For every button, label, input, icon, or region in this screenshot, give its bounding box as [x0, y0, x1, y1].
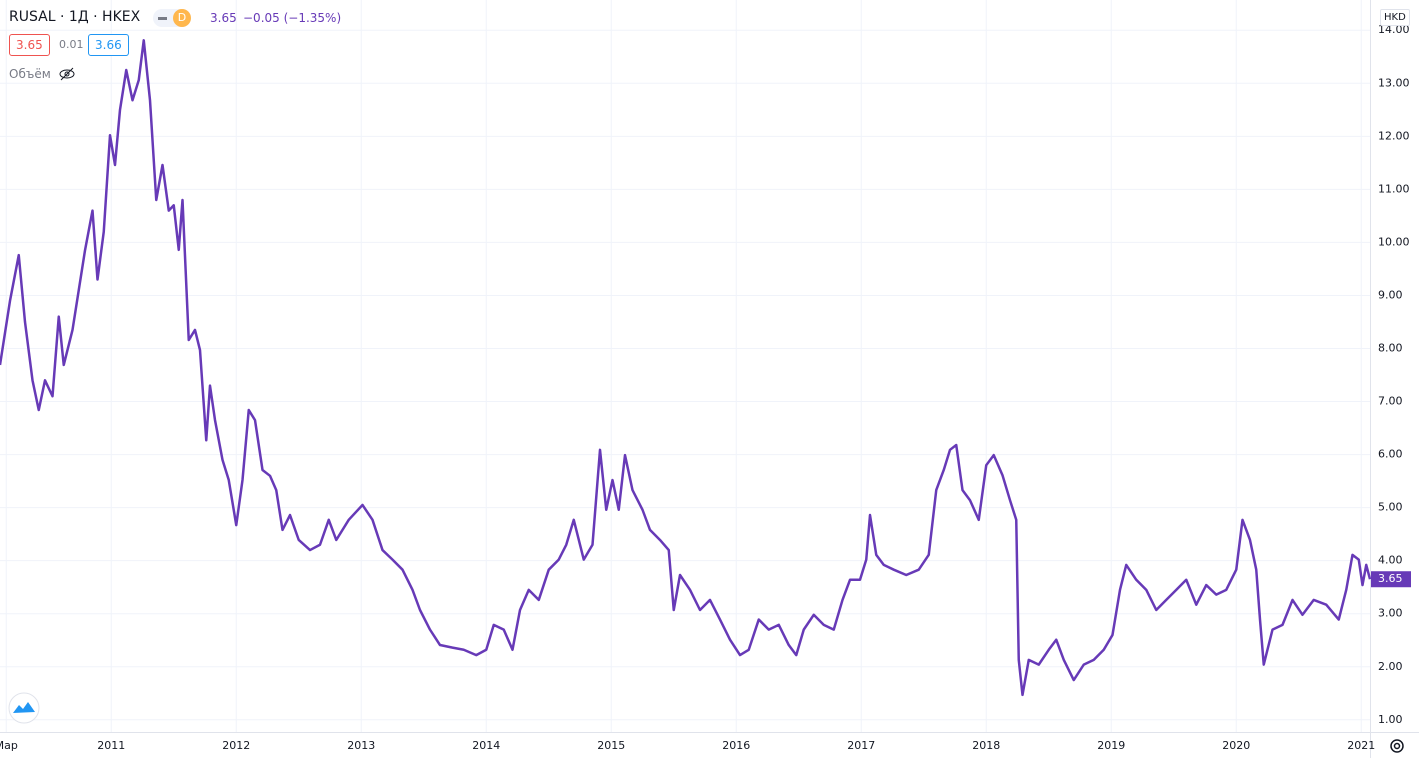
y-tick-label: 3.00: [1378, 607, 1403, 620]
x-tick-label: 2021: [1347, 739, 1375, 752]
interval: D: [173, 9, 191, 27]
symbol[interactable]: RUSAL · 1Д · HKEX: [9, 9, 141, 25]
y-tick-label: 2.00: [1378, 660, 1403, 673]
y-tick-label: 11.00: [1378, 182, 1410, 195]
x-tick-label: 2019: [1097, 739, 1125, 752]
y-tick-label: 12.00: [1378, 129, 1410, 142]
grid: [0, 0, 1370, 732]
price-tag: [1371, 571, 1411, 588]
hide-icon[interactable]: [58, 67, 76, 81]
y-tick-label: 13.00: [1378, 76, 1410, 89]
y-tick-label: 6.00: [1378, 448, 1403, 461]
logo: [8, 692, 40, 724]
x-tick-label: 2015: [597, 739, 625, 752]
volume-label: Объём: [9, 67, 51, 81]
y-tick-label: 4.00: [1378, 554, 1403, 567]
price-line: [0, 39, 1372, 697]
x-tick-label: 2017: [847, 739, 875, 752]
y-tick-label: 8.00: [1378, 341, 1403, 354]
plot: [0, 39, 1372, 697]
y-tick-label: 10.00: [1378, 235, 1410, 248]
price-change: −0.05 (−1.35%): [243, 11, 342, 25]
x-tick-label: 2020: [1222, 739, 1250, 752]
x-tick-label: 2014: [472, 739, 500, 752]
y-tick-label: 5.00: [1378, 501, 1403, 514]
y-tick-label: 9.00: [1378, 288, 1403, 301]
y-tick-label: 1.00: [1378, 713, 1403, 726]
spread: 0.01: [59, 38, 84, 51]
y-tick-label: 14.00: [1378, 23, 1410, 36]
settings-icon[interactable]: [1390, 739, 1404, 753]
x-tick-label: 2016: [722, 739, 750, 752]
y-tick-label: 7.00: [1378, 395, 1403, 408]
x-tick-label: 2012: [222, 739, 250, 752]
x-tick-label: Мар: [0, 739, 18, 752]
x-tick-label: 2018: [972, 739, 1000, 752]
x-tick-label: 2013: [347, 739, 375, 752]
last-price: 3.65: [210, 11, 237, 25]
buy-price[interactable]: 3.66: [88, 34, 129, 56]
price-tag-label: 3.65: [1378, 572, 1403, 585]
sell-price[interactable]: 3.65: [9, 34, 50, 56]
interval-badge[interactable]: D: [153, 9, 191, 27]
x-tick-label: 2011: [97, 739, 125, 752]
currency[interactable]: HKD: [1380, 9, 1410, 26]
